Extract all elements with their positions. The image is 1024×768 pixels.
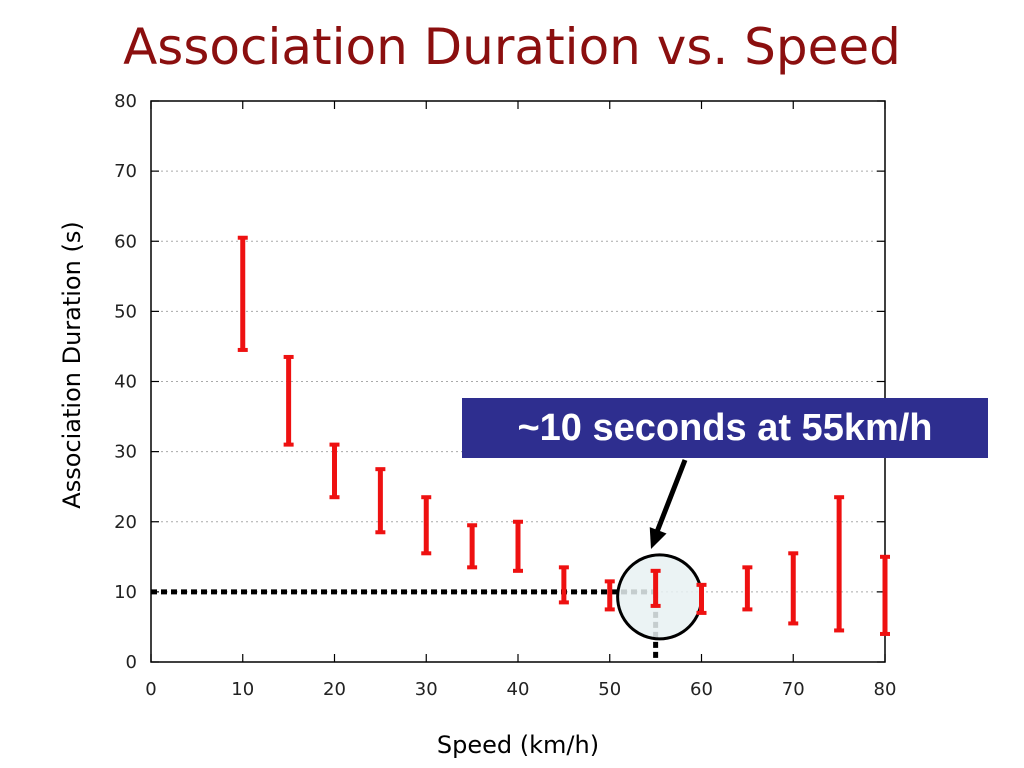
errorbar-75 — [834, 495, 845, 633]
errorbar-20 — [329, 442, 340, 500]
errorbar-30 — [421, 495, 432, 556]
x-tick-label-70: 70 — [782, 679, 805, 700]
x-tick-label-50: 50 — [598, 679, 621, 700]
y-tick-label-40: 40 — [114, 372, 137, 393]
y-tick-label-60: 60 — [114, 231, 137, 252]
y-tick-label-30: 30 — [114, 442, 137, 463]
y-tick-label-80: 80 — [114, 91, 137, 112]
arrow-head — [649, 527, 667, 549]
errorbar-55 — [650, 568, 661, 608]
y-axis-title: Association Duration (s) — [58, 221, 86, 508]
chart-title: Association Duration vs. Speed — [123, 18, 901, 76]
errorbar-15 — [283, 354, 294, 447]
annotation-callout: ~10 seconds at 55km/h — [462, 398, 988, 458]
errorbar-layer — [237, 235, 890, 636]
errorbar-80 — [880, 554, 890, 636]
x-tick-label-10: 10 — [231, 679, 254, 700]
arrow-layer — [649, 459, 688, 549]
errorbar-50 — [604, 579, 615, 612]
guide-layer — [151, 589, 659, 662]
y-tick-label-50: 50 — [114, 301, 137, 322]
y-tick-label-0: 0 — [126, 652, 137, 673]
x-tick-label-40: 40 — [507, 679, 530, 700]
x-tick-label-80: 80 — [874, 679, 897, 700]
errorbar-25 — [375, 467, 386, 535]
highlight-layer — [616, 553, 704, 641]
errorbar-10 — [237, 235, 248, 352]
errorbar-45 — [558, 565, 569, 605]
arrow-shaft — [652, 459, 688, 538]
errorbar-60 — [696, 582, 707, 615]
x-tick-label-30: 30 — [415, 679, 438, 700]
x-axis-title: Speed (km/h) — [437, 731, 599, 759]
errorbar-40 — [513, 519, 523, 573]
x-tick-label-20: 20 — [323, 679, 346, 700]
y-tick-label-10: 10 — [114, 582, 137, 603]
errorbar-35 — [467, 523, 478, 570]
errorbar-65 — [742, 565, 753, 612]
errorbar-70 — [788, 551, 799, 626]
highlight-circle — [616, 553, 704, 641]
y-tick-label-20: 20 — [114, 512, 137, 533]
tick-layer: 0 10 20 30 40 50 60 70 80 0 10 20 30 40 50 60 70 80 — [114, 91, 896, 700]
y-tick-label-70: 70 — [114, 161, 137, 182]
x-tick-label-0: 0 — [145, 679, 156, 700]
x-tick-label-60: 60 — [690, 679, 713, 700]
